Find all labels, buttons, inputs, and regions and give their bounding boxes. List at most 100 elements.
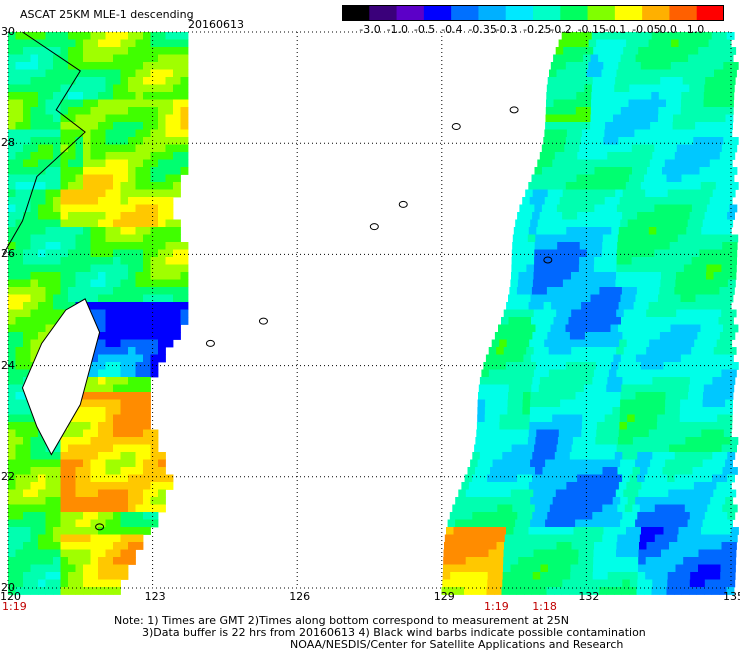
- wind-cell: [730, 437, 739, 445]
- wind-cell: [60, 549, 69, 558]
- wind-cell: [23, 557, 31, 565]
- wind-cell: [688, 92, 697, 100]
- wind-cell: [544, 414, 553, 423]
- wind-cell: [641, 339, 650, 348]
- wind-cell: [584, 452, 593, 460]
- wind-cell: [611, 429, 620, 438]
- wind-cell: [506, 302, 514, 310]
- wind-cell: [679, 339, 688, 348]
- wind-cell: [599, 377, 608, 385]
- wind-cell: [128, 392, 136, 400]
- wind-cell: [691, 249, 700, 258]
- wind-cell: [113, 407, 121, 415]
- wind-cell: [630, 189, 639, 198]
- wind-cell: [98, 414, 106, 423]
- wind-cell: [143, 129, 151, 138]
- wind-cell: [68, 534, 76, 543]
- wind-cell: [456, 587, 465, 595]
- wind-cell: [576, 84, 585, 93]
- wind-cell: [727, 212, 735, 220]
- wind-cell: [593, 549, 602, 558]
- wind-cell: [524, 377, 533, 385]
- wind-cell: [627, 414, 636, 423]
- wind-cell: [60, 519, 69, 528]
- wind-cell: [75, 564, 84, 573]
- wind-cell: [698, 557, 707, 565]
- wind-cell: [566, 429, 575, 438]
- wind-cell: [578, 369, 587, 378]
- wind-cell: [543, 302, 552, 310]
- wind-cell: [652, 452, 661, 460]
- wind-cell: [723, 62, 732, 70]
- wind-cell: [584, 377, 593, 385]
- wind-cell: [596, 482, 605, 490]
- wind-cell: [529, 197, 538, 205]
- wind-cell: [644, 152, 653, 160]
- wind-cell: [725, 392, 734, 400]
- wind-cell: [628, 294, 636, 303]
- wind-cell: [720, 572, 729, 580]
- wind-cell: [727, 579, 736, 588]
- wind-cell: [644, 377, 653, 385]
- wind-cell: [681, 587, 690, 595]
- wind-cell: [512, 242, 521, 250]
- wind-cell: [53, 92, 61, 100]
- wind-cell: [488, 489, 497, 498]
- wind-cell: [470, 519, 478, 528]
- wind-cell: [474, 534, 483, 543]
- wind-cell: [474, 542, 482, 550]
- wind-cell: [53, 32, 61, 40]
- wind-cell: [511, 249, 520, 258]
- wind-cell: [678, 302, 687, 310]
- wind-cell: [627, 399, 636, 408]
- wind-cell: [538, 392, 546, 400]
- wind-cell: [730, 182, 739, 190]
- wind-cell: [697, 579, 706, 588]
- wind-cell: [617, 437, 626, 445]
- wind-cell: [530, 459, 538, 468]
- wind-cell: [488, 369, 497, 378]
- wind-cell: [563, 309, 572, 318]
- wind-cell: [90, 542, 99, 550]
- wind-cell: [542, 504, 551, 513]
- wind-cell: [150, 369, 159, 378]
- wind-cell: [158, 332, 166, 340]
- wind-cell: [23, 39, 31, 48]
- wind-cell: [638, 347, 647, 355]
- wind-cell: [658, 384, 667, 393]
- wind-cell: [497, 437, 506, 445]
- wind-cell: [60, 497, 69, 505]
- wind-cell: [656, 129, 665, 138]
- wind-cell: [30, 422, 39, 430]
- wind-cell: [83, 452, 91, 460]
- wind-cell: [53, 39, 61, 48]
- wind-cell: [635, 294, 644, 303]
- wind-cell: [98, 587, 106, 595]
- wind-cell: [712, 77, 721, 85]
- wind-cell: [90, 152, 99, 160]
- wind-cell: [90, 459, 99, 468]
- wind-cell: [615, 557, 624, 565]
- wind-cell: [587, 534, 596, 543]
- wind-cell: [663, 39, 672, 48]
- wind-cell: [143, 204, 151, 213]
- wind-cell: [68, 137, 76, 145]
- wind-cell: [113, 572, 121, 580]
- wind-cell: [158, 287, 166, 295]
- wind-cell: [135, 512, 144, 520]
- wind-cell: [150, 39, 159, 48]
- wind-cell: [120, 69, 129, 78]
- wind-cell: [53, 189, 61, 198]
- wind-cell: [165, 39, 174, 48]
- wind-cell: [706, 249, 715, 258]
- wind-cell: [641, 527, 649, 535]
- wind-cell: [23, 84, 31, 93]
- wind-cell: [662, 234, 671, 243]
- wind-cell: [15, 197, 24, 205]
- wind-cell: [612, 414, 621, 423]
- wind-cell: [90, 422, 99, 430]
- wind-cell: [38, 219, 46, 228]
- wind-cell: [548, 549, 557, 558]
- wind-cell: [143, 519, 151, 528]
- wind-cell: [128, 39, 136, 48]
